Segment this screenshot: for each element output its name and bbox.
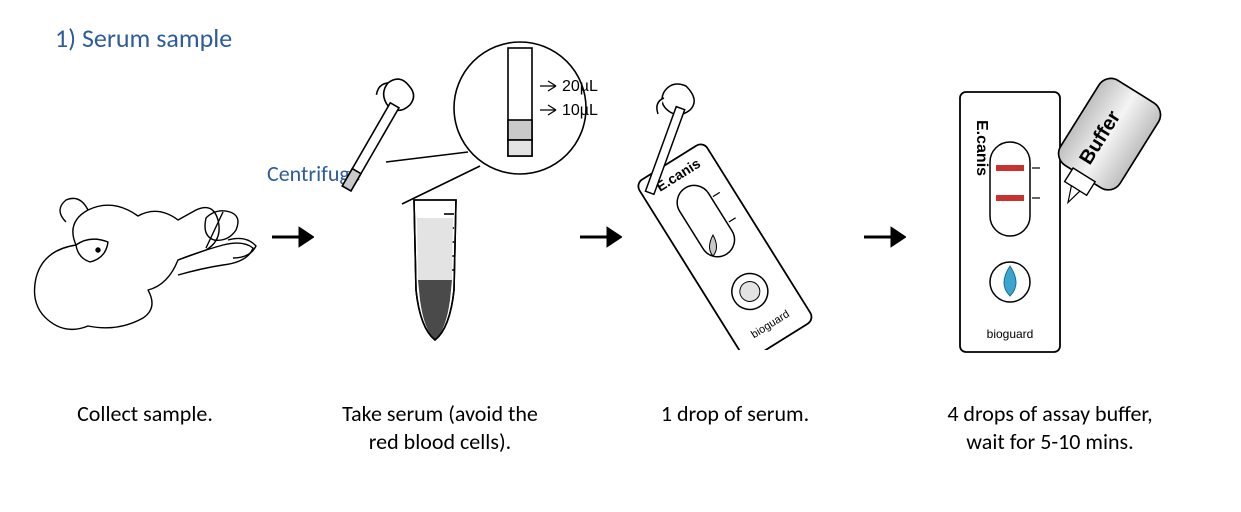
- arrow-icon: [270, 225, 314, 249]
- step-4-illustration: E.canis bioguard Buffer: [930, 70, 1170, 370]
- tube-pipette-icon: 20µL 10µL: [330, 30, 610, 360]
- dog-blood-draw-icon: [18, 150, 268, 360]
- step-1-caption: Collect sample.: [40, 400, 250, 428]
- svg-text:E.canis: E.canis: [973, 120, 990, 176]
- cassette-buffer-icon: E.canis bioguard Buffer: [930, 70, 1170, 370]
- step-3-illustration: E.canis bioguard: [620, 80, 850, 350]
- arrow-icon: [862, 225, 906, 249]
- svg-text:bioguard: bioguard: [987, 327, 1034, 341]
- cassette-drop-icon: E.canis bioguard: [620, 80, 850, 350]
- step-1-illustration: [18, 150, 268, 360]
- arrow-icon: [578, 225, 622, 249]
- step-2-caption: Take serum (avoid the red blood cells).: [330, 400, 550, 455]
- section-title: 1) Serum sample: [55, 22, 232, 54]
- step-3-caption: 1 drop of serum.: [635, 400, 835, 428]
- callout-label-10: 10µL: [562, 102, 598, 119]
- step-2-illustration: 20µL 10µL: [330, 30, 610, 360]
- callout-label-20: 20µL: [562, 78, 598, 95]
- step-4-caption: 4 drops of assay buffer, wait for 5-10 m…: [935, 400, 1165, 455]
